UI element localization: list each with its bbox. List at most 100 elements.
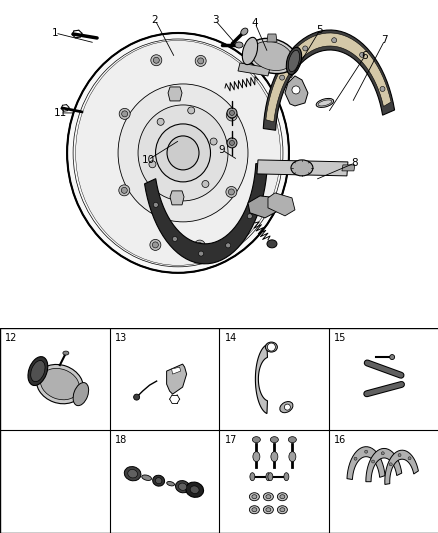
Circle shape [195,55,206,67]
Ellipse shape [265,342,277,352]
Circle shape [374,457,378,460]
Text: 8: 8 [351,158,357,168]
Ellipse shape [288,437,296,443]
Polygon shape [171,367,180,374]
Circle shape [364,450,367,453]
Circle shape [291,86,299,94]
Ellipse shape [251,508,256,512]
Text: 5: 5 [316,25,322,35]
Ellipse shape [234,42,242,48]
Ellipse shape [247,38,296,74]
Circle shape [302,46,307,51]
Ellipse shape [73,383,88,406]
Text: 2: 2 [152,15,158,25]
Ellipse shape [265,473,270,481]
Circle shape [133,394,139,400]
Circle shape [229,140,234,146]
Circle shape [397,454,400,457]
Ellipse shape [252,437,260,443]
Polygon shape [256,160,347,176]
Ellipse shape [249,473,254,481]
Circle shape [171,192,178,199]
Circle shape [172,237,177,241]
Ellipse shape [124,466,141,481]
Text: 3: 3 [211,15,218,25]
Circle shape [196,243,202,248]
Circle shape [228,189,234,195]
Circle shape [229,110,234,116]
Polygon shape [365,448,401,482]
Ellipse shape [127,470,137,478]
Ellipse shape [251,42,292,70]
Circle shape [267,343,275,351]
Circle shape [201,181,208,188]
Circle shape [247,214,252,219]
Text: 7: 7 [381,35,387,45]
Ellipse shape [175,481,189,493]
Ellipse shape [138,105,227,201]
Ellipse shape [166,136,198,170]
Circle shape [284,404,290,410]
Circle shape [226,138,237,148]
Text: 18: 18 [114,435,127,446]
Ellipse shape [40,368,79,400]
Ellipse shape [166,481,174,486]
Ellipse shape [265,495,270,499]
Ellipse shape [155,478,162,484]
Ellipse shape [36,365,83,404]
Circle shape [371,460,374,463]
Circle shape [228,112,234,118]
Ellipse shape [28,357,48,385]
Text: 11: 11 [53,108,67,118]
Circle shape [226,187,237,197]
Ellipse shape [263,492,273,500]
Circle shape [359,52,364,58]
Ellipse shape [279,495,284,499]
Ellipse shape [252,451,259,462]
Polygon shape [263,30,394,130]
Text: 6: 6 [361,51,367,61]
Circle shape [391,457,394,460]
Circle shape [226,108,237,118]
Polygon shape [284,76,307,106]
Polygon shape [237,63,269,76]
Ellipse shape [389,354,394,360]
Ellipse shape [118,84,247,222]
Circle shape [148,161,155,168]
Polygon shape [166,364,186,394]
Polygon shape [265,33,390,122]
Circle shape [331,38,336,43]
Circle shape [153,203,158,207]
Ellipse shape [141,475,151,480]
Ellipse shape [263,506,273,514]
Ellipse shape [286,47,301,75]
Ellipse shape [75,41,280,265]
Text: 15: 15 [333,333,346,343]
Polygon shape [247,196,279,218]
Ellipse shape [267,473,272,481]
Circle shape [226,110,237,121]
Ellipse shape [190,486,198,494]
Polygon shape [267,193,294,216]
Ellipse shape [178,483,186,490]
Text: 9: 9 [218,145,225,155]
Ellipse shape [266,240,276,248]
Ellipse shape [318,100,331,106]
Ellipse shape [249,506,259,514]
Ellipse shape [279,508,284,512]
Circle shape [121,187,127,193]
Ellipse shape [251,495,256,499]
Polygon shape [266,34,276,42]
Text: 17: 17 [224,435,237,446]
Ellipse shape [315,99,333,108]
Ellipse shape [277,506,287,514]
Circle shape [153,57,159,63]
Circle shape [119,185,130,196]
Circle shape [121,111,127,117]
Circle shape [194,240,205,251]
Circle shape [198,251,203,256]
Ellipse shape [270,451,277,462]
Ellipse shape [240,28,247,35]
Text: 1: 1 [52,28,58,38]
Circle shape [380,452,383,455]
